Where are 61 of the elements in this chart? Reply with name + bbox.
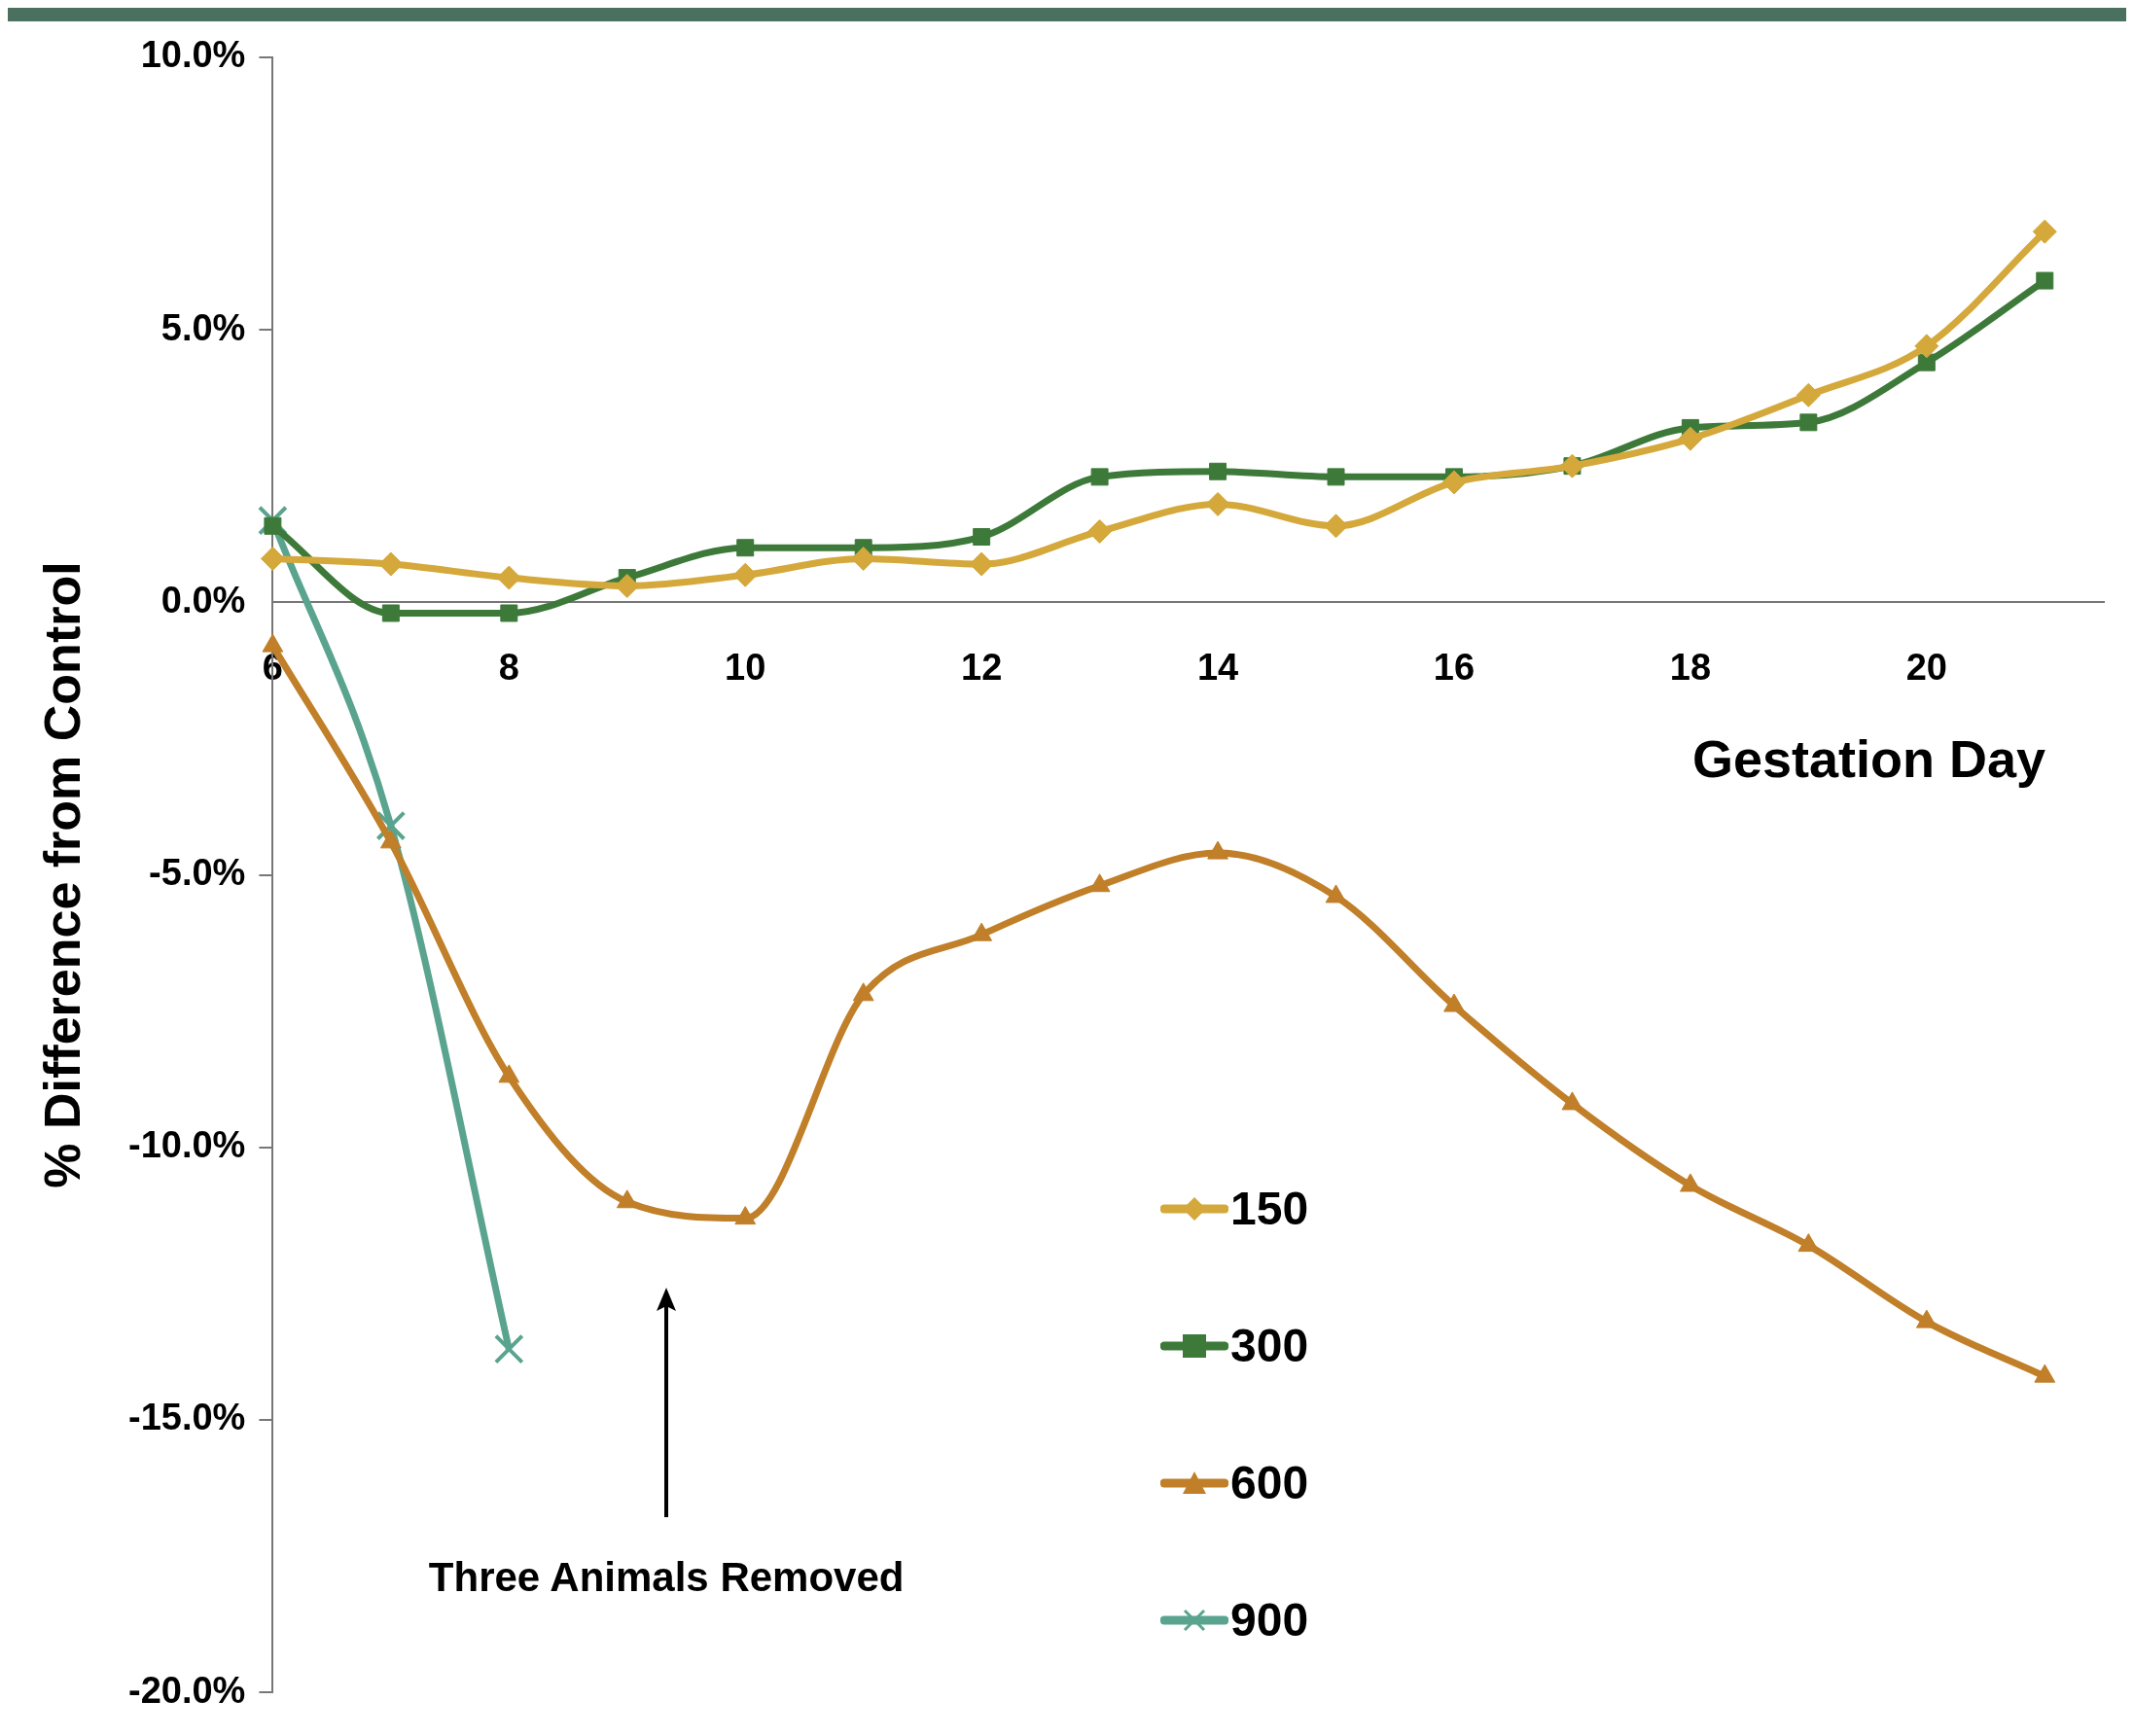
point [1678,426,1703,451]
x-tick-label: 8 [498,646,519,688]
point [1443,993,1465,1012]
legend-label: 300 [1230,1319,1309,1372]
x-tick-label: 12 [961,646,1003,688]
point [375,810,407,841]
point [851,546,876,571]
point [1796,382,1821,407]
point [1327,468,1345,486]
point [1090,468,1109,486]
y-tick-label: 0.0% [160,579,246,620]
y-tick-label: -5.0% [149,851,246,893]
x-tick-label: 18 [1669,646,1712,688]
y-tick-label: -20.0% [128,1669,246,1711]
point [1915,1309,1938,1329]
y-tick-label: 5.0% [160,306,246,348]
x-tick-label: 10 [725,646,766,688]
point [1088,873,1111,893]
point [2034,1364,2056,1383]
point [1324,514,1349,539]
point [260,546,285,571]
point [381,604,400,622]
point [971,922,993,941]
point [616,1189,638,1209]
y-axis-title: % Difference from Control [34,561,91,1188]
point [1797,1233,1820,1253]
legend-label: 150 [1230,1182,1309,1235]
point [1561,1091,1583,1111]
point [500,604,518,622]
point [264,516,282,535]
point [1914,334,1939,359]
x-axis-title: Gestation Day [1691,729,2045,789]
point [973,528,991,546]
point [1207,840,1228,860]
y-tick-label: -15.0% [128,1397,246,1438]
point [1209,462,1227,480]
point [1441,470,1467,495]
point [378,551,404,577]
point [1917,353,1936,372]
y-tick-label: 10.0% [140,34,246,76]
point [852,982,874,1002]
point [2036,271,2054,290]
point [1087,518,1113,544]
point [379,830,402,849]
point [1325,884,1347,903]
x-tick-label: 16 [1433,646,1476,688]
point [498,1064,520,1083]
point [1205,491,1230,516]
point [1680,1173,1701,1192]
legend-label: 600 [1230,1456,1309,1509]
y-tick-label: -10.0% [128,1124,246,1166]
point [734,1206,757,1225]
point [2032,219,2057,244]
x-tick-label: 20 [1905,646,1947,688]
legend-label: 900 [1230,1593,1309,1647]
point [736,539,755,557]
point [732,562,758,587]
point [496,565,521,590]
point [1799,413,1818,432]
x-tick-label: 14 [1196,646,1239,688]
annotation: Three Animals Removed [427,1554,906,1602]
